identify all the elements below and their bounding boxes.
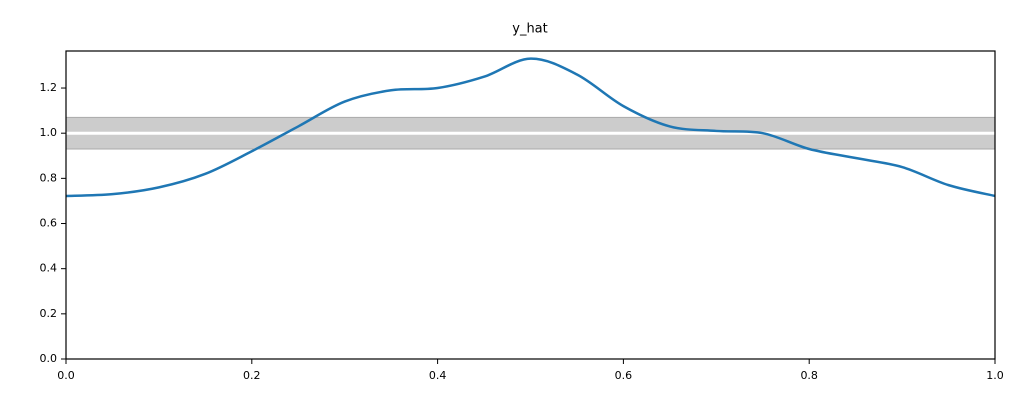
x-tick-label: 1.0 <box>986 369 1004 382</box>
x-tick-label: 0.0 <box>57 369 75 382</box>
plot-frame <box>65 50 996 360</box>
y-tick-label: 0.6 <box>40 217 58 230</box>
line <box>65 57 996 198</box>
x-tick-label: 0.8 <box>800 369 818 382</box>
x-tick-label: 0.4 <box>429 369 447 382</box>
y-tick-label: 1.0 <box>40 126 58 139</box>
x-tick-label: 0.6 <box>615 369 633 382</box>
y-tick-label: 0.2 <box>40 307 58 320</box>
y-tick-label: 0.0 <box>40 352 58 365</box>
y-tick-label: 0.8 <box>40 171 58 184</box>
y-tick-label: 0.4 <box>40 262 58 275</box>
y-tick-label: 1.2 <box>40 81 58 94</box>
chart-title: y_hat <box>512 22 548 37</box>
x-tick-label: 0.2 <box>243 369 261 382</box>
